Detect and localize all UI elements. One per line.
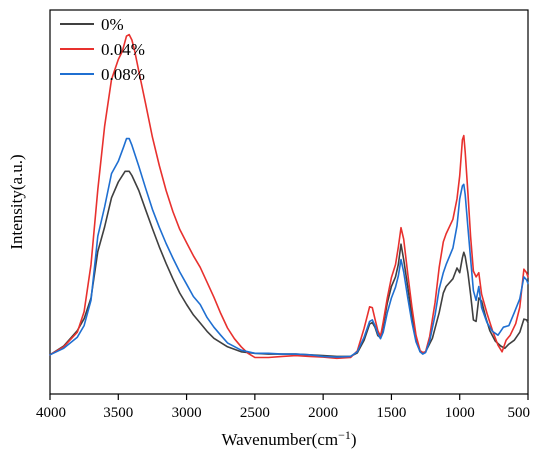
legend-label-2: 0.08%: [101, 65, 145, 84]
series-line-1: [49, 33, 529, 360]
plot-frame: [49, 9, 529, 395]
x-tick-label: 3000: [172, 405, 202, 421]
y-axis-title: Intensity(a.u.): [7, 154, 26, 249]
legend-label-1: 0.04%: [101, 40, 145, 59]
x-tick-label: 1000: [445, 405, 475, 421]
x-tick-label: 2000: [308, 405, 338, 421]
x-tick-label: 3500: [103, 405, 133, 421]
series-group: [49, 33, 529, 360]
x-axis-title-sup: −1: [338, 428, 351, 442]
x-tick-label: 4000: [36, 405, 66, 421]
x-axis-title-main: Wavenumber(cm: [221, 430, 338, 449]
x-axis-title: Wavenumber(cm−1): [221, 428, 356, 449]
x-axis-title-close: ): [351, 430, 357, 449]
x-tick-label: 1500: [376, 405, 406, 421]
series-line-2: [49, 137, 529, 358]
legend: 0% 0.04% 0.08%: [60, 15, 145, 84]
x-tick-label: 2500: [240, 405, 270, 421]
x-axis-ticks: 4000 3500 3000 2500 2000 1500 1000 500: [36, 394, 530, 421]
x-tick-label: 500: [508, 405, 531, 421]
legend-label-0: 0%: [101, 15, 124, 34]
